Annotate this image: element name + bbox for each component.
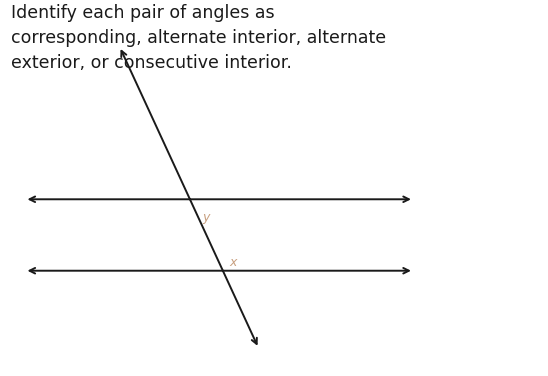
Text: x: x: [230, 256, 237, 269]
Text: y: y: [202, 211, 209, 224]
Text: Identify each pair of angles as
corresponding, alternate interior, alternate
ext: Identify each pair of angles as correspo…: [11, 4, 386, 72]
